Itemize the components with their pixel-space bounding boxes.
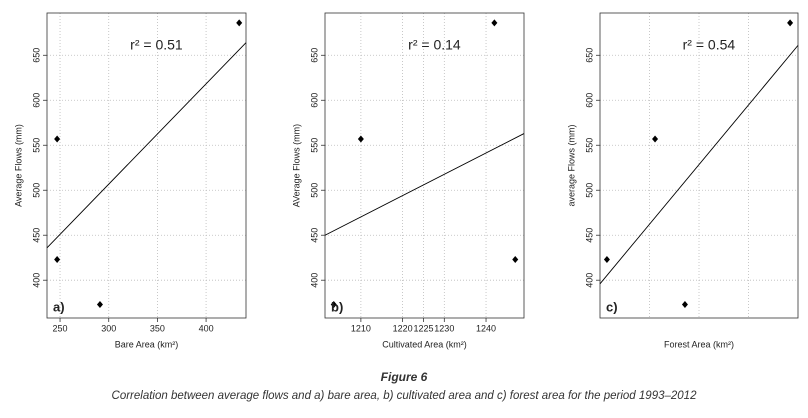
y-tick-label: 650: [309, 48, 319, 63]
y-tick-label: 500: [31, 183, 41, 198]
y-tick-label: 500: [309, 183, 319, 198]
point: [512, 256, 519, 264]
point: [96, 301, 103, 309]
x-axis-label: Forest Area (km²): [664, 339, 734, 349]
point: [330, 301, 337, 309]
x-tick-label: 1210: [351, 323, 371, 333]
y-tick-label: 600: [31, 93, 41, 108]
panel-label: c): [606, 299, 618, 314]
y-tick-label: 550: [309, 138, 319, 153]
point: [652, 135, 659, 143]
point: [603, 256, 610, 264]
x-tick-label: 350: [150, 323, 165, 333]
plot-frame: [46, 12, 247, 319]
y-tick-label: 650: [31, 48, 41, 63]
plot-frame: [324, 12, 525, 319]
y-axis-label: Average Flows (mm): [13, 124, 23, 207]
panel-label: b): [331, 299, 343, 314]
annotation: r² = 0.51: [130, 37, 183, 53]
caption-title: Figure 6: [381, 370, 428, 384]
x-axis-label: Bare Area (km²): [115, 339, 179, 349]
y-axis-label: average Flows (mm): [566, 124, 576, 206]
y-axis-label: AVerage Flows (mm): [291, 124, 301, 207]
y-tick-label: 400: [31, 273, 41, 288]
point: [491, 19, 498, 27]
y-tick-label: 550: [31, 138, 41, 153]
x-tick-label: 1240: [476, 323, 496, 333]
x-tick-label: 1225: [413, 323, 433, 333]
y-tick-label: 650: [584, 48, 594, 63]
point: [787, 19, 794, 27]
x-axis-label: Cultivated Area (km²): [382, 339, 467, 349]
x-tick-label: 250: [53, 323, 68, 333]
x-tick-label: 1230: [434, 323, 454, 333]
annotation: r² = 0.54: [683, 37, 736, 53]
x-tick-label: 400: [199, 323, 214, 333]
panel-label: a): [53, 299, 65, 314]
caption-text: Correlation between average flows and a)…: [112, 390, 698, 402]
trend-line: [324, 133, 525, 236]
point: [54, 135, 61, 143]
y-tick-label: 450: [584, 228, 594, 243]
x-tick-label: 300: [101, 323, 116, 333]
y-tick-label: 600: [309, 93, 319, 108]
y-tick-label: 600: [584, 93, 594, 108]
annotation: r² = 0.14: [408, 37, 461, 53]
point: [236, 19, 243, 27]
plot-frame: [599, 12, 799, 319]
y-tick-label: 450: [309, 228, 319, 243]
trend-line: [599, 45, 799, 285]
point: [357, 135, 364, 143]
point: [54, 256, 61, 264]
trend-line: [46, 42, 247, 249]
y-tick-label: 450: [31, 228, 41, 243]
point: [681, 301, 688, 309]
y-tick-label: 500: [584, 183, 594, 198]
y-tick-label: 550: [584, 138, 594, 153]
x-tick-label: 1220: [393, 323, 413, 333]
y-tick-label: 400: [584, 273, 594, 288]
y-tick-label: 400: [309, 273, 319, 288]
